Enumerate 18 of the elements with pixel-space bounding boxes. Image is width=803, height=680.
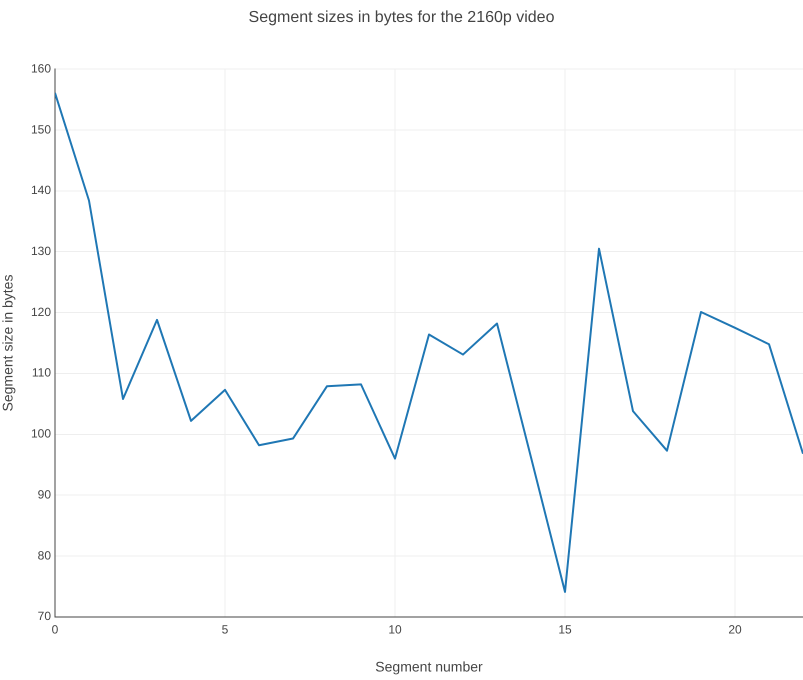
x-tick-label: 5 [222,622,229,636]
y-tick-label: 140 [30,183,52,198]
x-axis-title: Segment number [375,658,484,674]
y-tick-label: 80 [38,548,52,562]
x-tick-label: 10 [388,622,402,636]
y-tick-label: 120 [30,304,52,319]
x-tick-label: 15 [558,622,572,636]
x-tick-label: 20 [728,622,742,636]
x-tick-label: 0 [52,622,59,636]
y-axis-title: Segment size in bytes [0,274,16,412]
y-tick-label: 110 [32,366,52,380]
y-tick-label: 100 [30,426,52,441]
y-tick-label: 160 [30,62,52,76]
y-tick-label: 70 [38,609,52,624]
y-tick-label: 150 [30,122,52,136]
y-tick-label: 130 [30,244,52,258]
chart-title: Segment sizes in bytes for the 2160p video [248,9,555,26]
y-tick-label: 90 [38,487,52,502]
